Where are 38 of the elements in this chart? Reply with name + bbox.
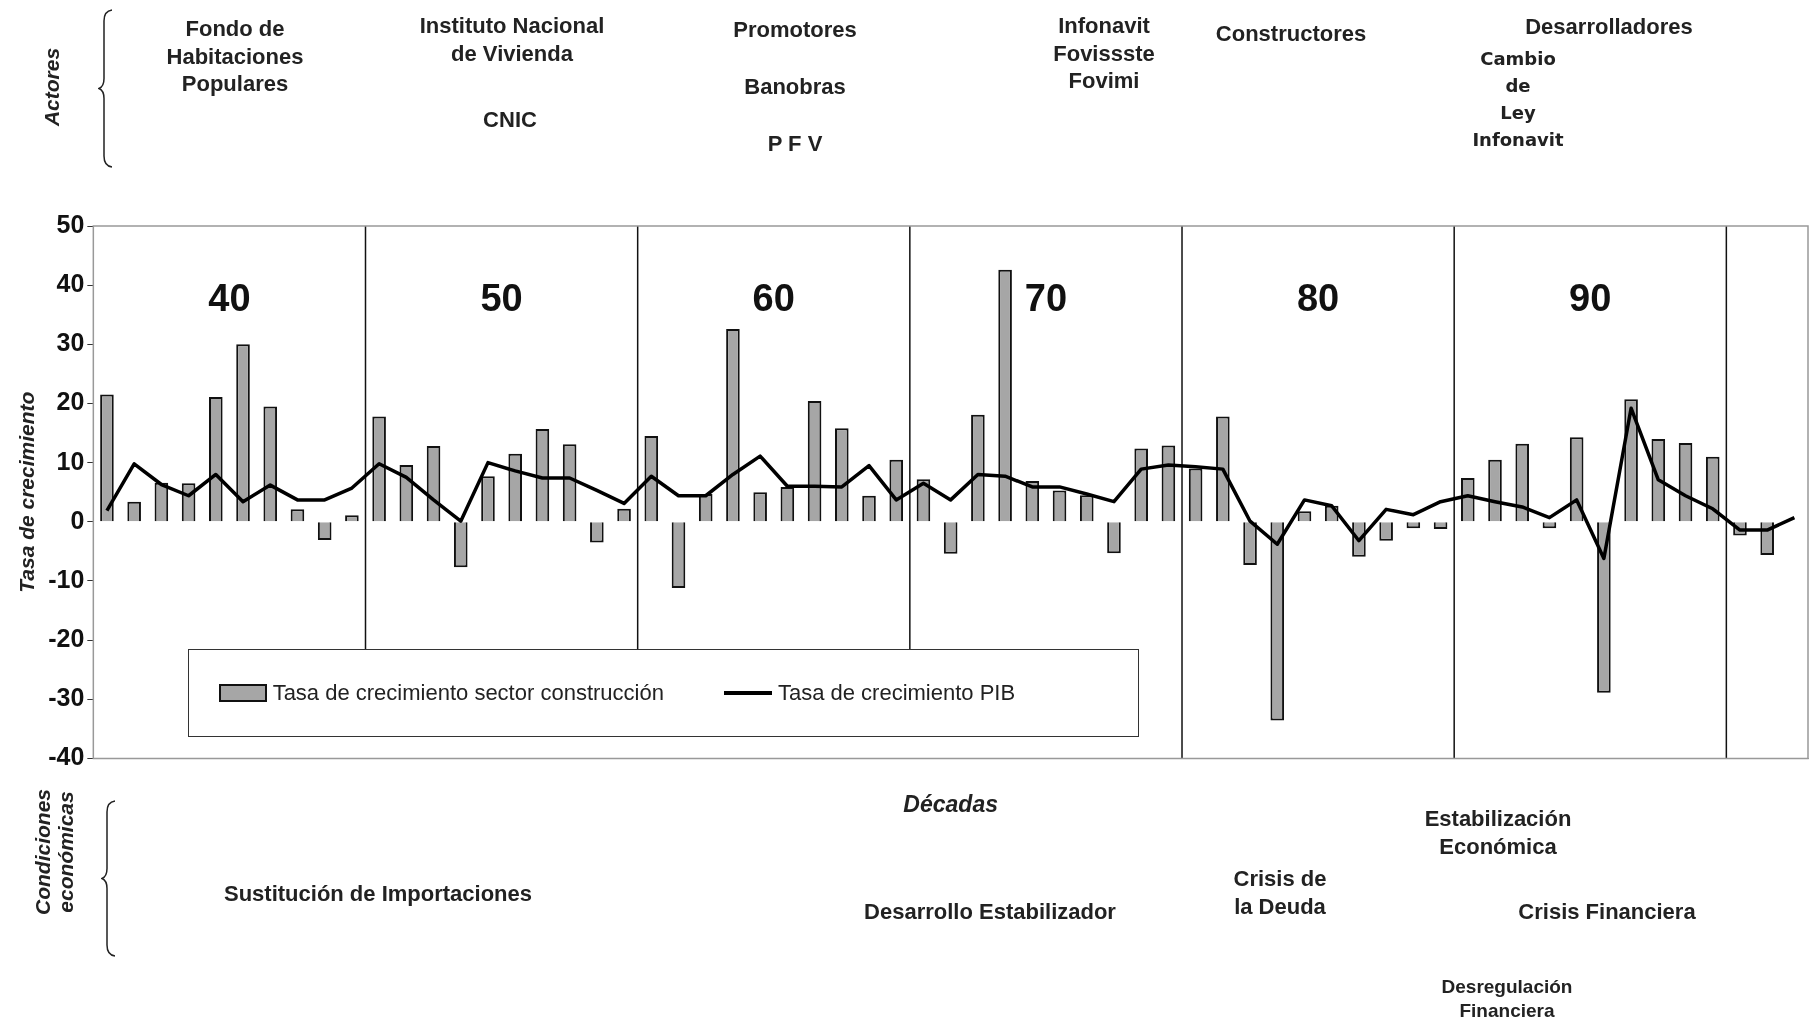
annotation: 70 (1024, 277, 1068, 320)
y-tick-label: 20 (56, 387, 85, 416)
text: Desarrollo Estabilizador (864, 898, 1116, 926)
y-tick-label: 0 (70, 505, 85, 534)
text: Sustitución de Importaciones (223, 880, 533, 908)
y-tick-label: -10 (48, 564, 85, 593)
y-tick-label: -40 (48, 742, 85, 771)
annotation: 50 (480, 277, 523, 320)
text: Fondo de Habitaciones Populares (166, 15, 304, 98)
y-tick-label: 10 (56, 446, 85, 475)
text: Desarrolladores (1525, 13, 1693, 41)
text: Promotores (733, 16, 857, 44)
text: P F V (767, 130, 823, 158)
y-axis-title: Tasa de crecimiento (15, 391, 39, 593)
y-tick-label: 40 (56, 269, 85, 298)
y-tick-label: 30 (56, 328, 85, 357)
legend-label: Tasa de crecimiento PIB (777, 680, 1016, 707)
x-axis-title: Décadas (903, 790, 998, 817)
text: Estabilización Económica (1424, 805, 1572, 860)
text: Instituto Nacional de Vivienda (419, 12, 605, 67)
text: Banobras (744, 73, 846, 101)
text: Desregulación Financiera (1441, 975, 1573, 1023)
text: Cambio de Ley Infonavit (1472, 47, 1564, 152)
text: CNIC (483, 106, 537, 134)
y-tick-label: -30 (48, 683, 85, 712)
legend-label: Tasa de crecimiento sector construcción (272, 680, 664, 707)
annotation: 80 (1296, 277, 1340, 320)
y-tick-label: -20 (48, 623, 85, 652)
text: Condiciones económicas (30, 788, 78, 916)
text: Crisis Financiera (1518, 898, 1696, 926)
y-tick-label: 50 (56, 209, 85, 238)
text: Infonavit Fovissste Fovimi (1053, 12, 1155, 95)
annotation: 90 (1569, 277, 1612, 320)
annotation: 60 (752, 277, 795, 320)
text: Crisis de la Deuda (1233, 865, 1327, 920)
annotation: 40 (208, 277, 251, 320)
text: Constructores (1215, 20, 1367, 48)
text: Actores (40, 47, 64, 127)
